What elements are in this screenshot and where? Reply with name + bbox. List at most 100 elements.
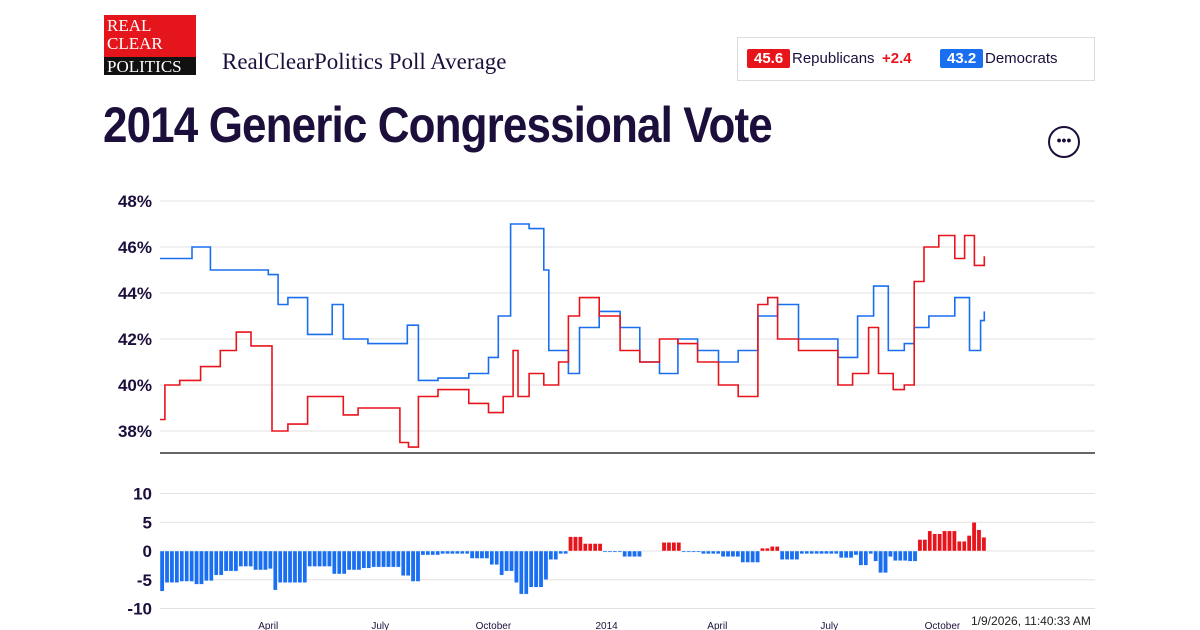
spread-bar	[194, 550, 199, 585]
ellipsis-icon[interactable]: •••	[1048, 126, 1080, 158]
dem-label: Democrats	[985, 50, 1058, 67]
y-tick-label: 0	[143, 542, 152, 561]
spread-bar	[420, 550, 426, 556]
spread-bar	[307, 550, 313, 567]
spread-bar	[784, 550, 790, 560]
spread-bar	[627, 550, 632, 557]
spread-bar	[519, 550, 524, 595]
spread-bar	[184, 550, 190, 582]
spread-bar	[794, 550, 800, 560]
spread-bar	[514, 550, 519, 583]
spread-bar	[415, 550, 421, 582]
spread-bar	[469, 550, 475, 559]
spread-bar	[228, 550, 234, 572]
spread-bar	[312, 550, 317, 567]
spread-bar	[720, 550, 726, 557]
x-tick-label: October	[476, 621, 512, 630]
spread-bar	[804, 550, 810, 555]
spread-bar	[213, 550, 219, 576]
x-tick-label: October	[925, 621, 961, 630]
spread-bar	[809, 550, 814, 555]
spread-bar	[174, 550, 180, 583]
spread-bar	[597, 543, 603, 552]
dem-value-badge: 43.2	[940, 49, 984, 68]
spread-bar	[617, 550, 623, 553]
spread-bar	[533, 550, 539, 588]
y-tick-label: 44%	[118, 284, 152, 303]
spread-bar	[479, 550, 485, 559]
spread-bar	[459, 550, 465, 555]
spread-bar	[671, 542, 677, 552]
spread-bar	[558, 550, 564, 555]
spread-bar	[159, 550, 165, 592]
spread-bar	[297, 550, 303, 583]
spread-bar	[405, 550, 411, 576]
spread-bar	[164, 550, 170, 583]
spread-bar	[897, 550, 903, 561]
spread-bar	[607, 550, 613, 553]
spread-bar	[494, 550, 500, 566]
spread-bar	[484, 550, 490, 559]
spread-bar	[435, 550, 440, 556]
spread-bar	[583, 543, 588, 552]
spread-bar	[445, 550, 450, 555]
spread-bar	[637, 550, 642, 557]
spread-bar	[779, 550, 785, 560]
spread-bar	[833, 550, 839, 555]
spread-bar	[814, 550, 819, 555]
spread-bar	[843, 550, 849, 559]
spread-bar	[838, 550, 844, 559]
spread-bar	[587, 543, 593, 552]
spread-bar	[937, 533, 942, 552]
page-title: 2014 Generic Congressional Vote	[103, 97, 773, 153]
spread-bar	[366, 550, 372, 569]
spread-bar	[927, 530, 933, 552]
spread-bar	[282, 550, 288, 583]
logo-text: CLEAR	[107, 34, 163, 53]
spread-bar	[819, 550, 824, 555]
spread-bar	[971, 522, 977, 552]
spread-bar	[563, 550, 568, 555]
spread-bar	[755, 550, 760, 563]
series-line-democrats	[160, 223, 986, 382]
spread-bar	[464, 550, 470, 555]
spread-bar	[528, 550, 534, 588]
spread-bar	[770, 546, 775, 552]
spread-bar	[396, 550, 401, 568]
spread-bar	[410, 550, 416, 582]
spread-bar	[848, 550, 854, 559]
spread-bar	[666, 542, 672, 552]
spread-bar	[361, 550, 367, 569]
spread-bar	[774, 546, 780, 552]
spread-bar	[966, 535, 972, 552]
spread-bar	[263, 550, 268, 571]
spread-bar	[961, 541, 967, 552]
spread-bar	[400, 550, 406, 576]
logo-text: POLITICS	[107, 57, 182, 76]
spread-bar	[425, 550, 431, 556]
spread-bar	[238, 550, 244, 567]
y-tick-label: -5	[137, 571, 152, 590]
spread-bar	[917, 539, 923, 552]
spread-bar	[336, 550, 342, 575]
spread-bar	[888, 550, 893, 557]
spread-bar	[725, 550, 731, 557]
spread-bar	[381, 550, 386, 568]
spread-bar	[863, 550, 869, 566]
rep-label: Republicans	[792, 50, 875, 67]
spread-bar	[883, 550, 888, 574]
y-tick-label: -10	[127, 600, 152, 619]
spread-bar	[824, 550, 829, 555]
spread-bar	[750, 550, 755, 563]
spread-bar	[317, 550, 322, 567]
spread-bar	[356, 550, 362, 571]
spread-bar	[661, 542, 667, 552]
spread-bar	[548, 550, 554, 560]
spread-bar	[760, 547, 765, 552]
spread-bar	[932, 533, 938, 552]
rcp-logo[interactable]: REAL CLEAR POLITICS	[104, 15, 196, 75]
spread-bar	[952, 530, 957, 552]
spread-bar	[499, 550, 504, 576]
spread-bar	[735, 550, 741, 557]
